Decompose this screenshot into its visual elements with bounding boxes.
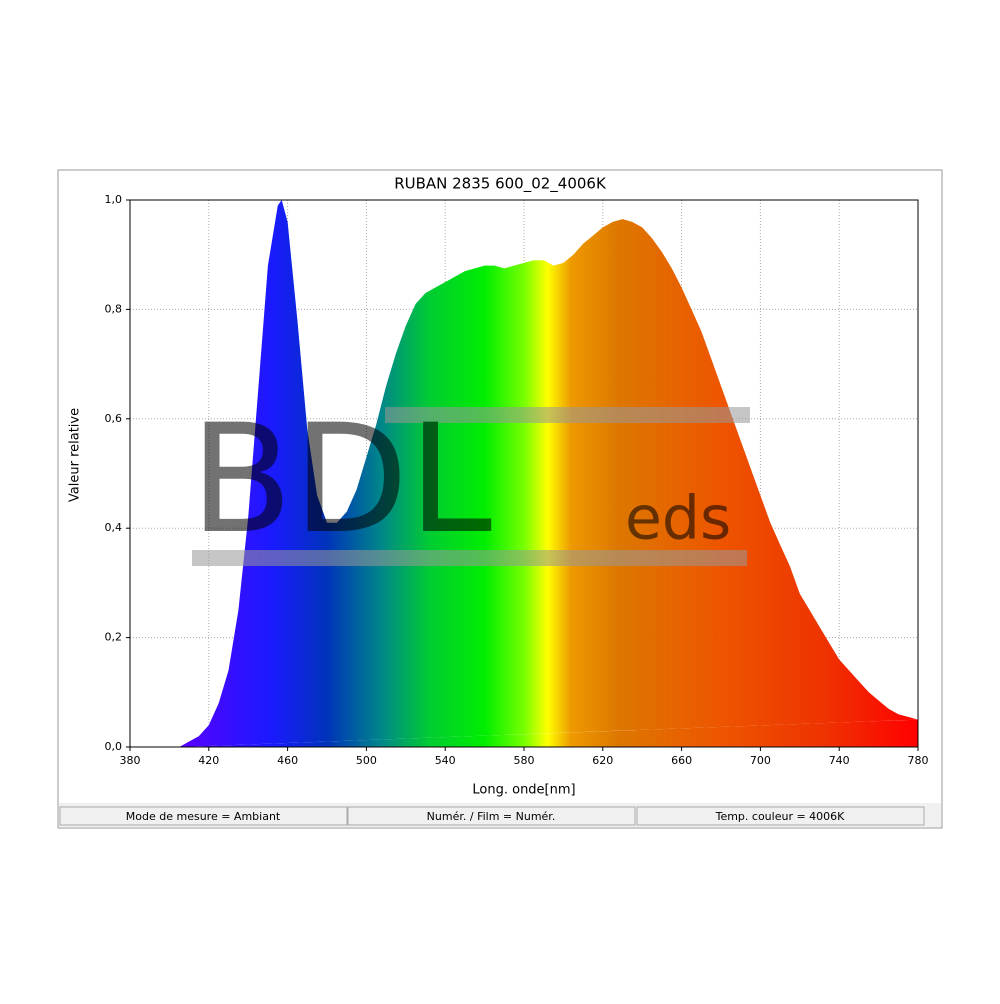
x-tick-label: 700 — [750, 754, 771, 767]
status-text: Mode de mesure = Ambiant — [126, 810, 281, 823]
y-tick-label: 0,8 — [105, 302, 123, 315]
status-cell — [59, 806, 348, 826]
watermark-text: eds — [625, 484, 731, 554]
spectrum-area — [179, 200, 919, 747]
y-tick-label: 0,2 — [105, 631, 123, 644]
x-tick-label: 540 — [435, 754, 456, 767]
x-tick-label: 500 — [356, 754, 377, 767]
y-tick-label: 0,6 — [105, 412, 123, 425]
status-text: Numér. / Film = Numér. — [427, 810, 556, 823]
x-tick-label: 580 — [514, 754, 535, 767]
watermark-bar — [192, 550, 747, 566]
x-tick-label: 620 — [592, 754, 613, 767]
x-tick-label: 420 — [198, 754, 219, 767]
status-cell — [636, 806, 925, 826]
y-tick-label: 0,0 — [105, 740, 123, 753]
watermark-bar — [385, 407, 750, 423]
watermark-text: BDL — [190, 393, 492, 567]
x-tick-label: 660 — [671, 754, 692, 767]
x-tick-label: 740 — [829, 754, 850, 767]
x-tick-label: 380 — [120, 754, 141, 767]
y-tick-label: 1,0 — [105, 193, 123, 206]
status-cell — [347, 806, 636, 826]
x-axis-label: Long. onde[nm] — [472, 783, 575, 798]
y-tick-label: 0,4 — [105, 521, 123, 534]
status-text: Temp. couleur = 4006K — [715, 810, 846, 823]
watermark: BDL eds — [190, 393, 750, 567]
y-axis-label: Valeur relative — [68, 408, 83, 502]
chart-title: RUBAN 2835 600_02_4006K — [394, 175, 607, 194]
x-tick-label: 460 — [277, 754, 298, 767]
x-tick-label: 780 — [908, 754, 929, 767]
area-base — [179, 719, 918, 747]
